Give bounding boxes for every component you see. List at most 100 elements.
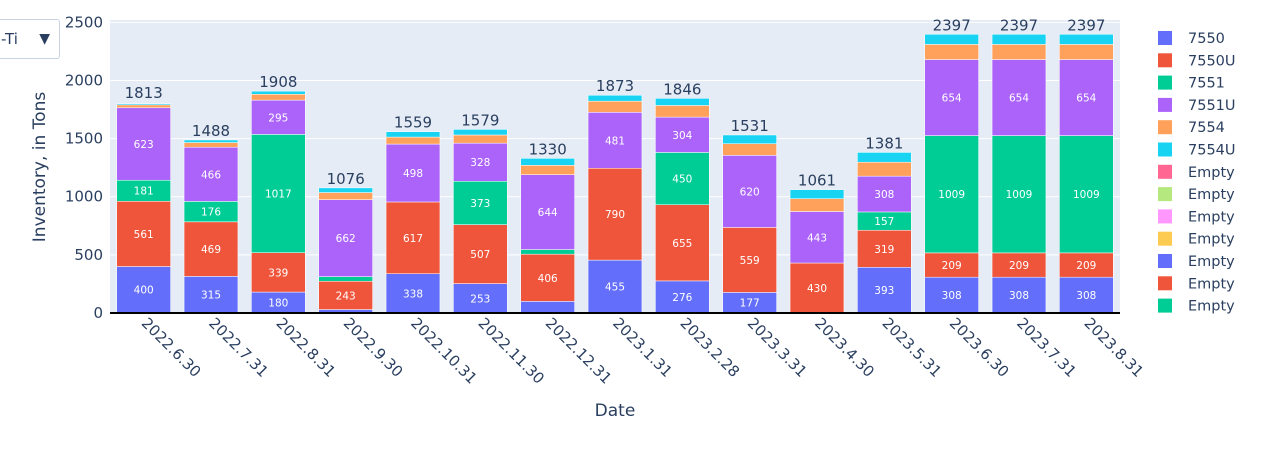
legend-item[interactable]: 7551U [1158,97,1236,114]
segment-value-label: 276 [672,292,692,304]
bar-segment[interactable] [924,252,979,278]
legend-item[interactable]: 7554 [1158,120,1225,136]
bar-segment[interactable] [453,224,508,284]
legend-item[interactable]: Empty [1158,187,1235,203]
bar-segment[interactable] [251,94,306,101]
bar-segment[interactable] [453,142,508,182]
bar-segment[interactable] [722,155,777,228]
bar-segment[interactable] [587,94,643,102]
bar-segment[interactable] [857,229,912,268]
bar-segment[interactable] [385,136,441,145]
legend-item[interactable]: Empty [1158,276,1235,292]
bar-segment[interactable] [655,105,710,118]
bar-segment[interactable] [520,253,575,302]
bar-segment[interactable] [116,107,171,181]
bar-segment[interactable] [991,44,1047,60]
bar-segment[interactable] [1059,135,1114,254]
bar-segment[interactable] [520,174,575,250]
bar-segment[interactable] [924,44,979,60]
bar-segment[interactable] [655,280,710,314]
bar-segment[interactable] [722,134,777,144]
bar-segment[interactable] [318,281,373,310]
bar-segment[interactable] [587,100,643,113]
bar-segment[interactable] [183,139,239,143]
bar-segment[interactable] [385,201,441,274]
total-value-label: 1813 [125,84,163,102]
bar-segment[interactable] [251,252,306,293]
y-tick-label: 500 [74,246,103,264]
bar-segment[interactable] [857,152,912,163]
bar-segment[interactable] [453,283,508,314]
bar-segment[interactable] [857,267,912,314]
trace-selector-dropdown[interactable]: -Ti ▼ [0,19,60,59]
legend-item[interactable]: Empty [1158,254,1235,270]
legend-item[interactable]: Empty [1158,164,1235,181]
bar-segment[interactable] [183,146,239,202]
bar-segment[interactable] [991,59,1047,136]
legend-swatch [1158,75,1172,90]
bar-segment[interactable] [385,143,441,203]
bar-segment[interactable] [924,59,979,136]
bar-segment[interactable] [318,187,373,193]
bar-segment[interactable] [1059,252,1114,278]
bar-segment[interactable] [655,98,710,106]
bar-segment[interactable] [722,143,777,156]
bar-segment[interactable] [789,198,845,212]
bar-segment[interactable] [655,152,710,206]
bar-segment[interactable] [857,175,912,213]
bar-segment[interactable] [655,204,710,282]
legend-item[interactable]: Empty [1158,298,1235,315]
segment-labels: 400 561 181 623 315 469 176 466 180 339 1017 295 243… [134,93,1100,310]
bar-segment[interactable] [251,134,306,253]
bar-segment[interactable] [520,158,575,166]
bar-segment[interactable] [453,129,508,136]
bar-segment[interactable] [789,189,845,199]
bar-segment[interactable] [453,134,508,144]
bar-segment[interactable] [318,276,373,282]
bar-segment[interactable] [520,165,575,175]
bar-segment[interactable] [385,273,441,314]
segment-value-label: 623 [134,139,154,151]
legend-item[interactable]: 7551 [1158,75,1225,92]
bar-segment[interactable] [924,34,979,45]
bar-segment[interactable] [116,104,171,109]
bar-segment[interactable] [385,131,441,138]
bar-segment[interactable] [991,135,1047,254]
x-tick-label: 2022.9.30 [340,314,407,381]
bar-segment[interactable] [183,142,239,148]
bar-segment[interactable] [318,199,373,277]
segment-value-label: 1009 [1006,189,1033,201]
legend-item[interactable]: Empty [1158,231,1235,248]
legend-item[interactable]: 7550 [1158,31,1225,47]
bar-segment[interactable] [251,99,306,135]
bar-segment[interactable] [924,135,979,254]
bar-segment[interactable] [453,181,508,225]
legend-item[interactable]: 7550U [1158,53,1236,69]
bar-segment[interactable] [183,276,239,314]
legend-item[interactable]: 7554U [1158,142,1236,159]
bar-segment[interactable] [991,34,1047,45]
bar-segment[interactable] [1059,59,1114,136]
bar-segment[interactable] [183,221,239,277]
bar-segment[interactable] [857,161,912,177]
bar-segment[interactable] [1059,44,1114,60]
bar-segment[interactable] [587,112,643,169]
total-value-label: 2397 [1067,16,1105,34]
bar-segment[interactable] [520,301,575,314]
bar-segment[interactable] [655,116,710,153]
bar-segment[interactable] [318,192,373,200]
bar-segment[interactable] [924,276,979,314]
legend-item[interactable]: Empty [1158,209,1235,225]
legend[interactable]: 7550 7550U 7551 7551U 7554 7554U Empty Empty Emp… [1158,31,1236,315]
bar-segment[interactable] [789,211,845,264]
bar-segment[interactable] [1059,34,1114,45]
bar-segment[interactable] [1059,276,1114,314]
bar-segment[interactable] [116,266,171,314]
bar-segment[interactable] [116,201,171,267]
bar-segment[interactable] [251,90,306,95]
bar-segment[interactable] [587,167,643,261]
bar-segment[interactable] [116,103,171,106]
bar-segment[interactable] [520,249,575,255]
segment-value-label: 561 [134,229,154,241]
